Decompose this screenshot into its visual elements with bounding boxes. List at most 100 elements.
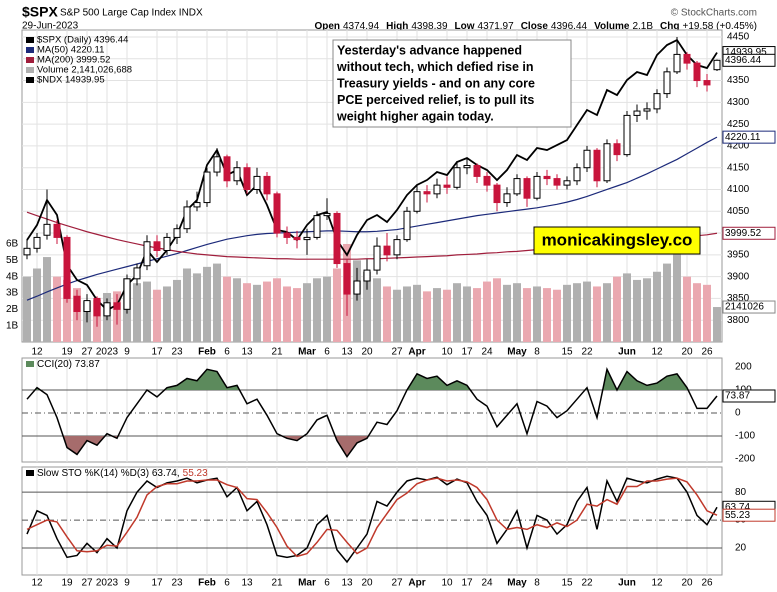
candle-body xyxy=(453,167,461,188)
volume-bar xyxy=(263,281,271,342)
watermark-box xyxy=(533,226,701,255)
panel-title: Slow STO %K(14) %D(3) 63.74, 55.23 xyxy=(37,468,208,479)
annotation-line: Treasury yields - and on any core xyxy=(337,76,535,90)
candle-body xyxy=(243,167,251,190)
candle-body xyxy=(613,143,621,156)
candle-body xyxy=(133,267,141,280)
volume-bar xyxy=(283,286,291,342)
candle-body xyxy=(373,245,381,271)
volume-bar xyxy=(583,281,591,342)
volume-bar xyxy=(613,276,621,342)
volume-bar xyxy=(533,286,541,342)
y-tick-label: 4100 xyxy=(727,184,750,195)
volume-bar xyxy=(133,283,141,342)
candle-body xyxy=(603,143,611,182)
candle-body xyxy=(403,210,411,241)
candle-body xyxy=(173,228,181,238)
x-tick-label: Jun xyxy=(618,578,636,589)
candle-body xyxy=(463,165,471,169)
volume-bar xyxy=(223,276,231,342)
candle-body xyxy=(683,53,691,64)
candle-body xyxy=(383,245,391,256)
candle-body xyxy=(533,175,541,199)
end-label: 4220.11 xyxy=(725,132,761,143)
x-tick-label: 17 xyxy=(461,578,473,589)
volume-bar xyxy=(653,271,661,342)
volume-bar xyxy=(193,273,201,342)
copyright: © StockCharts.com xyxy=(671,8,757,19)
volume-bar xyxy=(143,281,151,342)
candle-body xyxy=(263,175,271,195)
volume-bar xyxy=(233,278,241,342)
panel-title: CCI(20) 73.87 xyxy=(37,359,100,370)
legend-entry: Volume 2,141,026,688 xyxy=(37,65,132,76)
candle-body xyxy=(183,206,191,230)
volume-tick-label: 4B xyxy=(6,271,19,282)
quote-value: +19.58 (+0.45%) xyxy=(683,21,758,32)
candle-body xyxy=(423,191,431,195)
candle-body xyxy=(433,184,441,195)
annotation-line: without tech, which defied rise in xyxy=(336,60,534,74)
quote-label: Volume xyxy=(594,21,630,32)
series-line xyxy=(26,366,718,459)
series-line xyxy=(26,38,718,312)
x-tick-label: 2023 xyxy=(96,578,119,589)
candle-body xyxy=(293,236,301,241)
x-tick-label: 13 xyxy=(241,347,253,358)
x-tick-label: 23 xyxy=(171,347,183,358)
candle-body xyxy=(563,180,571,186)
x-tick-label: 6 xyxy=(324,578,330,589)
quote-label: Chg xyxy=(660,21,679,32)
candle-body xyxy=(303,236,311,241)
candle-body xyxy=(493,184,501,204)
x-tick-label: 19 xyxy=(61,347,73,358)
candle-body xyxy=(233,167,241,182)
title-swatch xyxy=(26,470,34,476)
x-tick-label: 20 xyxy=(361,578,373,589)
candle-body xyxy=(163,236,171,251)
candle-body xyxy=(693,62,701,82)
legend-entry: $NDX 14939.95 xyxy=(37,75,105,86)
volume-bar xyxy=(513,283,521,342)
x-tick-label: Mar xyxy=(298,347,316,358)
y-tick-label: 0 xyxy=(735,408,741,419)
series-line xyxy=(26,477,718,558)
series-line xyxy=(26,475,718,564)
x-tick-label: 26 xyxy=(701,347,713,358)
candle-body xyxy=(213,156,221,173)
y-tick-label: 3900 xyxy=(727,271,750,282)
x-tick-label: 27 xyxy=(391,578,403,589)
candle-body xyxy=(273,193,281,234)
volume-bar xyxy=(23,276,31,342)
candle-body xyxy=(73,295,81,312)
end-label-box xyxy=(722,226,776,240)
x-tick-label: 22 xyxy=(581,578,593,589)
candle-body xyxy=(663,71,671,95)
x-tick-label: 20 xyxy=(681,578,693,589)
volume-bar xyxy=(293,288,301,342)
volume-bar xyxy=(713,307,721,342)
volume-bar xyxy=(633,279,641,342)
candle-body xyxy=(633,110,641,116)
x-tick-label: 20 xyxy=(681,347,693,358)
candle-body xyxy=(393,239,401,256)
end-label-box xyxy=(722,53,776,67)
x-tick-label: 26 xyxy=(701,578,713,589)
quote-value: 2.1B xyxy=(632,21,653,32)
candle-body xyxy=(123,278,131,310)
quote-label: Close xyxy=(521,21,549,32)
volume-bar xyxy=(273,278,281,342)
x-tick-label: 24 xyxy=(481,347,493,358)
x-tick-label: 24 xyxy=(481,578,493,589)
candle-body xyxy=(253,175,261,190)
end-label-box xyxy=(722,130,776,144)
x-tick-label: 27 xyxy=(81,347,93,358)
candle-body xyxy=(83,300,91,312)
volume-bar xyxy=(423,291,431,342)
volume-tick-label: 5B xyxy=(6,255,19,266)
candle-body xyxy=(223,156,231,182)
volume-bar xyxy=(203,266,211,342)
end-label: 73.87 xyxy=(725,391,750,402)
volume-bar xyxy=(383,286,391,342)
y-tick-label: 3950 xyxy=(727,249,750,260)
